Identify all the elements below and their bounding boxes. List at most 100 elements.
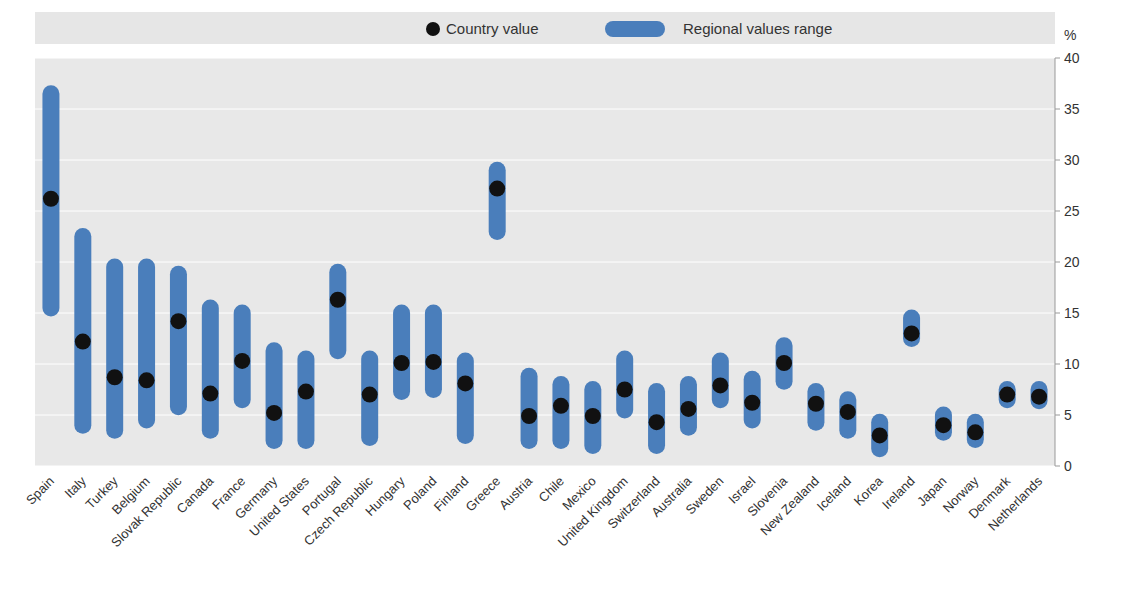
tick-mark [1055,364,1060,365]
country-dot [266,405,282,421]
country-dot [776,355,792,371]
range-bar [106,259,123,439]
category-label: Iceland [814,474,854,514]
grid-line [35,58,1055,59]
tick-mark [1055,313,1060,314]
category-label: Netherlands [985,473,1046,534]
grid-line [35,262,1055,263]
category-label: Italy [61,473,89,501]
range-bar [138,259,155,429]
country-dot [1031,389,1047,405]
category-label: Sweden [683,474,727,518]
range-bar [521,368,538,449]
range-bar [776,337,793,390]
range-bar [935,407,952,441]
country-dot [139,372,155,388]
category-label: Spain [23,474,57,508]
legend-marker [426,22,440,36]
country-dot [394,355,410,371]
range-bar [266,342,283,449]
country-dot [298,384,314,400]
country-dot [107,369,123,385]
range-bar [234,305,251,409]
category-label: New Zealand [757,474,822,539]
country-dot [457,375,473,391]
legend-label: Regional values range [683,20,832,37]
country-dot [234,353,250,369]
tick-mark [1055,160,1060,161]
tick-label: 40 [1064,50,1080,66]
range-bar [839,391,856,439]
country-dot [553,398,569,414]
tick-mark [1055,466,1060,467]
tick-mark [1055,415,1060,416]
plot-background [35,58,1055,466]
range-bar [457,352,474,443]
range-bar [170,266,187,416]
grid-line [35,109,1055,110]
tick-label: 20 [1064,254,1080,270]
country-dot [935,417,951,433]
country-dot [744,395,760,411]
country-dot [649,414,665,430]
country-dot [362,387,378,403]
category-label: Canada [174,473,217,516]
country-dot [330,292,346,308]
category-label: Finland [431,474,472,515]
range-bar [74,228,91,434]
range-bar [489,162,506,240]
range-bar [807,383,824,431]
range-bar [202,299,219,438]
country-dot [43,191,59,207]
country-dot [840,404,856,420]
range-bar [616,350,633,418]
y-axis [1055,58,1056,466]
grid-line [35,364,1055,365]
range-bar [680,376,697,436]
tick-mark [1055,211,1060,212]
tick-mark [1055,58,1060,59]
country-dot [808,396,824,412]
grid-line [35,466,1055,467]
grid-line [35,160,1055,161]
country-dot [967,424,983,440]
tick-label: 35 [1064,101,1080,117]
range-bar [648,383,665,454]
legend-label: Country value [446,20,539,37]
country-dot [904,325,920,341]
range-bar [297,350,314,449]
range-bar [712,352,729,408]
tick-label: 5 [1064,407,1072,423]
country-dot [585,408,601,424]
range-bar [967,414,984,448]
range-bar [744,371,761,429]
category-label: Ireland [879,474,918,513]
country-dot [712,377,728,393]
range-bar [393,305,410,401]
tick-mark [1055,262,1060,263]
category-label: Slovak Republic [108,473,185,550]
range-bar [329,264,346,360]
country-dot [425,354,441,370]
category-label: Greece [463,474,504,515]
category-label: Hungary [362,473,408,519]
range-bar [552,376,569,449]
country-dot [617,382,633,398]
legend-swatch [605,21,665,37]
range-bar [999,381,1016,408]
range-bar [425,305,442,399]
legend: Country value Regional values range [426,20,832,37]
chart: 0510152025303540%SpainItalyTurkeyBelgium… [0,0,1128,591]
grid-line [35,415,1055,416]
grid-line [35,211,1055,212]
tick-label: 10 [1064,356,1080,372]
tick-label: 0 [1064,458,1072,474]
axis-label: % [1064,27,1076,43]
category-label: Austria [496,473,536,513]
range-bar [903,310,920,347]
legend-background [35,12,1055,44]
range-bar [1031,381,1048,409]
range-bar [871,414,888,458]
country-dot [170,313,186,329]
country-dot [872,427,888,443]
